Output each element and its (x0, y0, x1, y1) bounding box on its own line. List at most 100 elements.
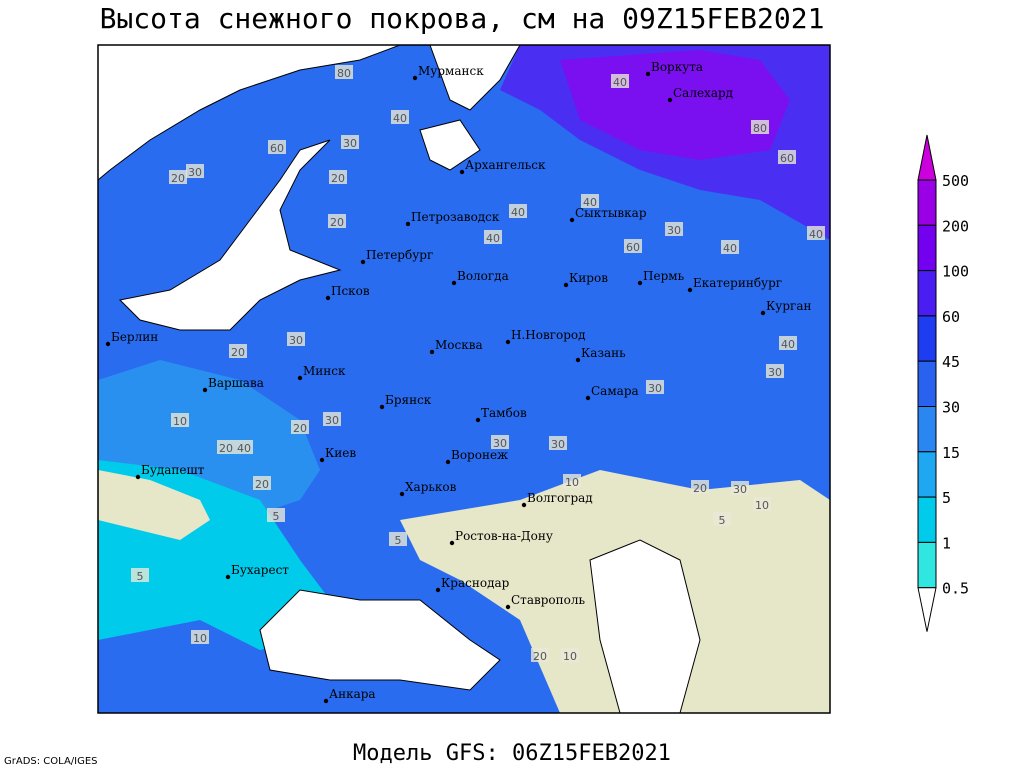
contour-label: 40 (511, 206, 525, 219)
city-dot (297, 375, 303, 381)
city-label: Тамбов (481, 406, 527, 420)
contour-label-box (323, 412, 341, 426)
colorbar-label: 5 (942, 489, 951, 507)
contour-label: 20 (231, 346, 245, 359)
city-label: Волгоград (527, 491, 593, 505)
city-label: Воркута (651, 60, 703, 74)
contour-label-box (328, 214, 346, 228)
contour-label: 40 (237, 442, 251, 455)
city-dot (319, 457, 325, 463)
contour-label-box (753, 497, 771, 511)
city-label: Мурманск (418, 64, 484, 78)
city-dot (563, 282, 569, 288)
city-label: Казань (581, 346, 626, 360)
city-dot (135, 474, 141, 480)
contour-label-box (268, 140, 286, 154)
city-label: Будапешт (141, 463, 205, 477)
contour-label: 30 (667, 224, 681, 237)
city-dot (505, 604, 511, 610)
city-label: Салехард (673, 86, 733, 100)
contour-label-box (713, 512, 731, 526)
contour-label-box (665, 222, 683, 236)
city-label: Бухарест (231, 563, 289, 577)
city-label: Ставрополь (511, 593, 585, 607)
contour-label: 20 (171, 172, 185, 185)
contour-label: 30 (289, 334, 303, 347)
colorbar-segment (917, 224, 937, 272)
city-label: Москва (435, 338, 483, 352)
contour-label: 5 (273, 510, 280, 523)
colorbar-segment (917, 451, 937, 498)
contour-label: 40 (723, 242, 737, 255)
colorbar-label: 200 (942, 217, 969, 235)
city-dot (435, 587, 441, 593)
city-dot (585, 395, 591, 401)
contour-label: 20 (219, 442, 233, 455)
city-dot (445, 459, 451, 465)
contour-label: 30 (768, 366, 782, 379)
contour-label-box (267, 508, 285, 522)
contour-label-box (169, 170, 187, 184)
model-caption: Модель GFS: 06Z15FEB2021 (353, 741, 671, 766)
city-label: Псков (331, 284, 370, 298)
contour-label: 40 (486, 232, 500, 245)
contour-label-box (235, 440, 253, 454)
contour-label: 10 (563, 650, 577, 663)
city-dot (412, 75, 418, 81)
city-dot (505, 339, 511, 345)
contour-label: 40 (781, 338, 795, 351)
contour-label: 20 (330, 216, 344, 229)
bare-ground (98, 470, 210, 540)
city-dot (521, 502, 527, 508)
contour-label-box (778, 150, 796, 164)
contour-label-box (766, 364, 784, 378)
contour-label: 40 (393, 112, 407, 125)
city-dot (449, 540, 455, 546)
colorbar-cap (917, 587, 937, 632)
city-label: Брянск (385, 393, 432, 407)
city-dot (399, 491, 405, 497)
contour-label-box (691, 480, 709, 494)
contour-label-box (191, 630, 209, 644)
city-dot (325, 295, 331, 301)
contour-label: 40 (809, 228, 823, 241)
contour-label: 60 (270, 142, 284, 155)
contour-label: 30 (188, 166, 202, 179)
contour-label-box (549, 436, 567, 450)
caspian-sea (589, 539, 701, 714)
contour-label-box (335, 65, 353, 79)
city-dot (760, 310, 766, 316)
city-dot (637, 280, 643, 286)
city-label: Ростов-на-Дону (455, 529, 553, 543)
city-dot (687, 287, 693, 293)
city-label: Берлин (111, 330, 158, 344)
colorbar-label: 45 (942, 353, 960, 371)
contour-label: 30 (648, 382, 662, 395)
contour-label: 30 (493, 437, 507, 450)
contour-label-box (341, 135, 359, 149)
contour-label-box (807, 226, 825, 240)
city-label: Вологда (457, 269, 509, 283)
city-label: Самара (591, 384, 639, 398)
contour-label-box (217, 440, 235, 454)
contour-label-box (186, 164, 204, 178)
colorbar-label: 15 (942, 444, 960, 462)
contour-label: 10 (193, 632, 207, 645)
colorbar-label: 500 (942, 172, 969, 190)
city-dot (429, 349, 435, 355)
city-label: Н.Новгород (511, 328, 586, 342)
baltic-sea (118, 139, 342, 331)
contour-label-box (229, 344, 247, 358)
contour-label-box (751, 120, 769, 134)
norwegian-sea (97, 44, 401, 182)
city-label: Екатеринбург (693, 276, 782, 290)
city-label: Минск (303, 364, 346, 378)
colorbar-label: 0.5 (942, 580, 969, 598)
city-label: Варшава (208, 376, 264, 390)
colorbar-label: 1 (942, 534, 951, 552)
contour-label: 80 (337, 67, 351, 80)
contour-label-box (131, 568, 149, 582)
contour-label-box (329, 170, 347, 184)
